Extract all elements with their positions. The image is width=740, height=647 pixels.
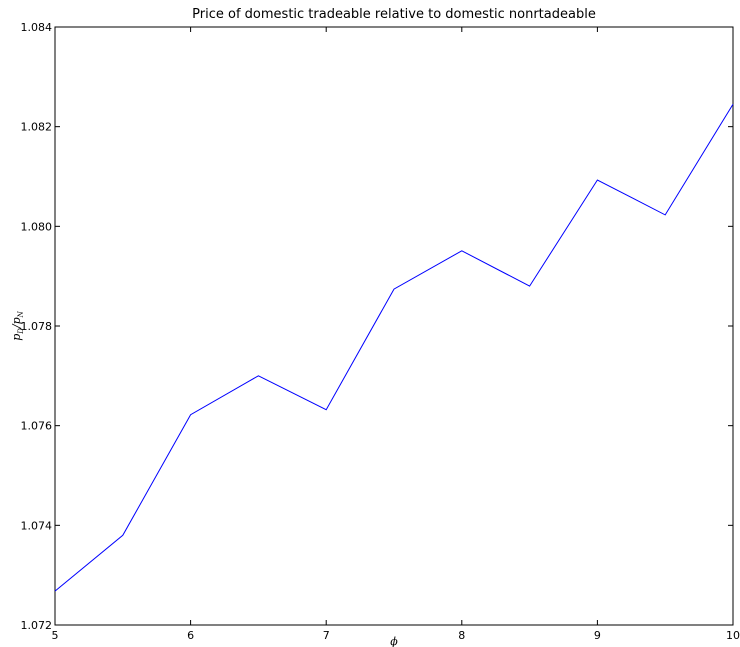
y-tick-label: 1.082 bbox=[21, 121, 53, 134]
chart-title: Price of domestic tradeable relative to … bbox=[192, 7, 596, 22]
y-label-sub-n: N bbox=[17, 310, 25, 318]
series-group bbox=[54, 103, 734, 592]
y-label-p-n: p bbox=[10, 317, 23, 324]
x-tick-label: 5 bbox=[52, 629, 59, 642]
y-tick-label: 1.072 bbox=[21, 619, 53, 632]
plot-area bbox=[54, 26, 734, 626]
y-label-slash: / bbox=[10, 323, 23, 329]
y-tick-label: 1.078 bbox=[21, 320, 53, 333]
axis-ticks: 5 6 7 8 9 10 1.072 1.074 1.076 1.078 1.080 1.082 1.0… bbox=[21, 21, 740, 642]
y-axis-label: pD/pN bbox=[10, 310, 25, 340]
y-tick-label: 1.076 bbox=[21, 420, 53, 433]
x-tick-label: 7 bbox=[323, 629, 330, 642]
series-line-0 bbox=[54, 103, 734, 592]
y-label-p-d: p bbox=[10, 334, 23, 341]
x-tick-label: 10 bbox=[726, 629, 740, 642]
y-label-sub-d: D bbox=[17, 328, 25, 335]
x-tick-label: 6 bbox=[187, 629, 194, 642]
x-axis-label: ϕ bbox=[390, 635, 398, 647]
y-tick-label: 1.080 bbox=[21, 220, 53, 233]
x-tick-label: 9 bbox=[594, 629, 601, 642]
y-tick-label: 1.084 bbox=[21, 21, 53, 34]
x-tick-label: 8 bbox=[458, 629, 465, 642]
y-tick-label: 1.074 bbox=[21, 519, 53, 532]
